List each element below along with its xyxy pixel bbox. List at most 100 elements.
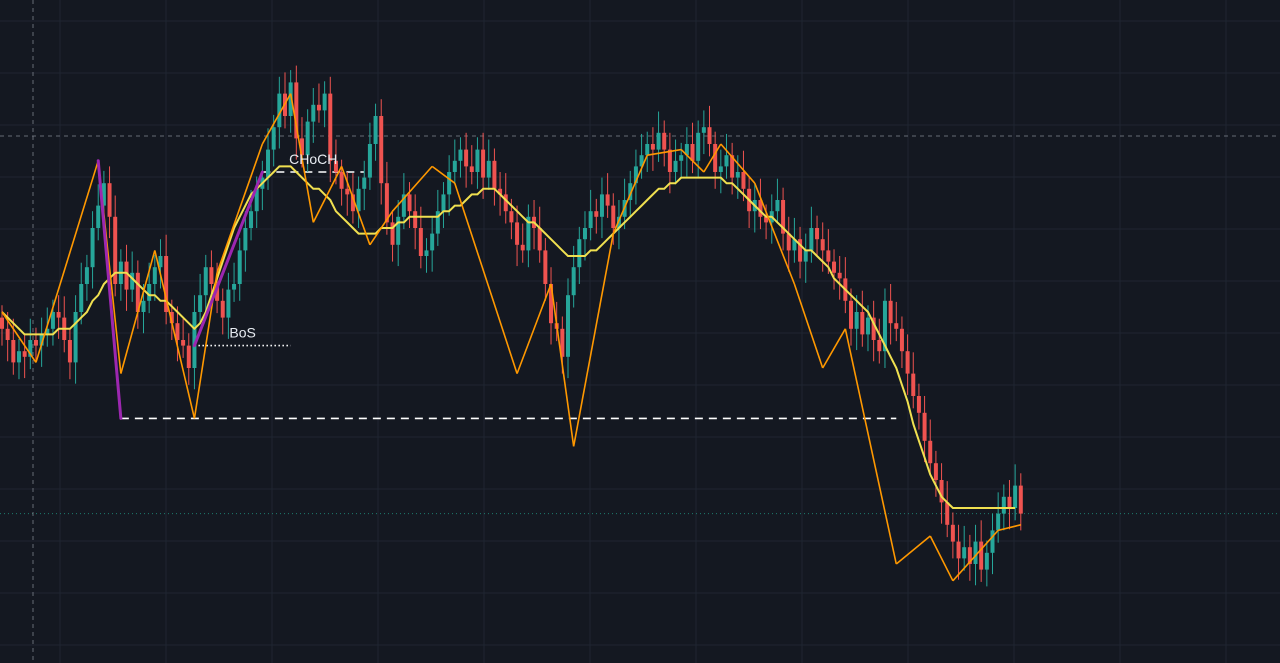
- candle-up: [73, 312, 78, 363]
- candle-up: [803, 250, 808, 262]
- candle-up: [84, 267, 89, 284]
- candle-down: [407, 194, 412, 212]
- candle-up: [39, 334, 44, 346]
- candle-down: [560, 328, 565, 357]
- candle-up: [271, 127, 276, 150]
- candle-up: [984, 552, 989, 570]
- candle-down: [11, 340, 16, 363]
- candle-up: [16, 351, 21, 363]
- candle-down: [662, 132, 667, 150]
- candle-up: [152, 267, 157, 284]
- candle-up: [158, 256, 163, 268]
- candle-down: [758, 200, 763, 217]
- candle-down: [5, 328, 10, 340]
- candle-down: [979, 541, 984, 570]
- candle-down: [1018, 485, 1023, 514]
- zigzag-segment: [793, 283, 824, 369]
- moving-average: [1, 165, 1016, 509]
- zigzag-segment: [680, 149, 705, 173]
- swing-legs: [96, 159, 264, 420]
- candle-up: [628, 183, 633, 200]
- zigzag-segment: [647, 148, 682, 156]
- candle-down: [707, 127, 712, 144]
- candle-up: [865, 317, 870, 335]
- candle-up: [645, 144, 650, 156]
- zigzag-segment: [454, 182, 518, 374]
- candle-down: [186, 345, 191, 368]
- candle-up: [356, 188, 361, 212]
- candle-down: [899, 328, 904, 352]
- choch-label: CHoCH: [289, 151, 337, 167]
- candle-up: [305, 121, 310, 156]
- candle-down: [594, 211, 599, 217]
- candle-down: [209, 267, 214, 284]
- candle-down: [22, 351, 27, 357]
- candle-down: [67, 340, 72, 363]
- candle-up: [599, 194, 604, 217]
- candle-down: [888, 300, 893, 324]
- zigzag-segment: [895, 535, 931, 565]
- candle-up: [50, 312, 55, 329]
- zigzag-segment: [289, 93, 315, 223]
- candle-down: [350, 194, 355, 212]
- candle-down: [333, 160, 338, 172]
- candle-down: [124, 261, 129, 290]
- candle-up: [656, 132, 661, 150]
- candle-up: [243, 228, 248, 251]
- zigzag-segment: [822, 328, 847, 369]
- candle-up: [101, 183, 106, 206]
- candle-down: [549, 284, 554, 324]
- zigzag-segment: [612, 154, 648, 234]
- candle-down: [871, 317, 876, 340]
- candle-down: [741, 172, 746, 189]
- candle-up: [277, 93, 282, 128]
- zigzag-segment: [1, 311, 37, 363]
- swing-leg: [192, 170, 264, 348]
- candle-up: [96, 205, 101, 228]
- candle-down: [56, 312, 61, 318]
- candlesticks: [0, 65, 1023, 587]
- candle-down: [837, 272, 842, 279]
- candle-up: [401, 194, 406, 217]
- candle-down: [492, 160, 497, 189]
- zigzag-segment: [261, 93, 292, 145]
- candle-down: [0, 317, 4, 329]
- candle-up: [254, 188, 259, 212]
- candle-up: [266, 149, 271, 178]
- candle-down: [294, 82, 299, 139]
- candle-up: [447, 172, 452, 195]
- candle-down: [781, 200, 786, 234]
- candle-up: [701, 127, 706, 133]
- zigzag-segment: [550, 283, 575, 447]
- candle-down: [860, 312, 865, 335]
- candle-up: [792, 239, 797, 251]
- candle-down: [798, 239, 803, 262]
- zigzag-segment: [720, 143, 756, 184]
- candle-up: [684, 144, 689, 156]
- candle-up: [130, 272, 135, 290]
- candle-up: [735, 172, 740, 178]
- candle-down: [339, 172, 344, 189]
- candle-up: [724, 155, 729, 167]
- candle-down: [650, 144, 655, 150]
- candle-up: [996, 513, 1001, 531]
- candle-up: [718, 166, 723, 172]
- candle-up: [237, 250, 242, 284]
- candle-down: [498, 188, 503, 195]
- swing-leg: [96, 159, 123, 420]
- moving-average-line: [1, 165, 1016, 509]
- zigzag-segment: [572, 233, 615, 447]
- candle-down: [956, 541, 961, 559]
- candle-down: [390, 222, 395, 245]
- candle-up: [226, 289, 231, 318]
- candle-down: [345, 188, 350, 195]
- candle-up: [396, 216, 401, 245]
- candle-down: [215, 284, 220, 301]
- candle-down: [220, 300, 225, 318]
- candle-down: [418, 228, 423, 256]
- zigzag-segment: [120, 250, 156, 374]
- candle-up: [28, 340, 33, 357]
